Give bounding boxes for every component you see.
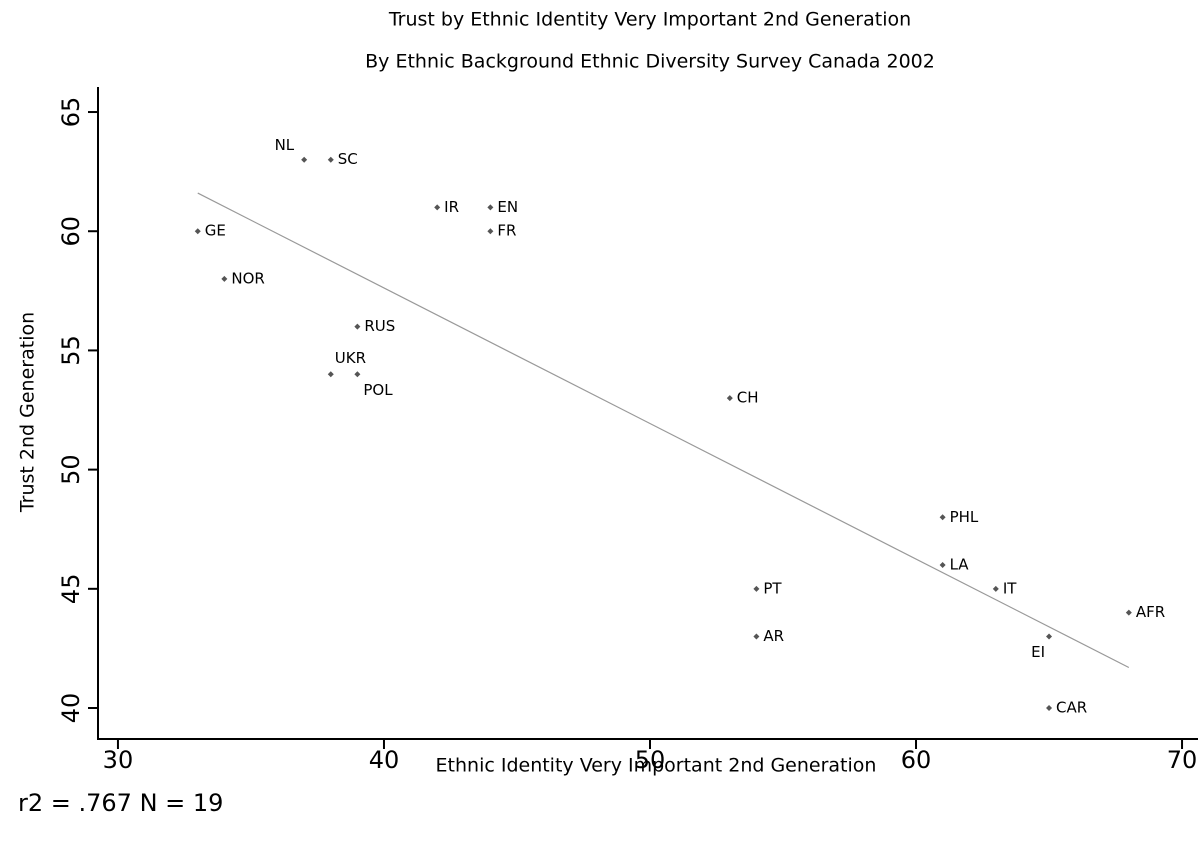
x-tick-label: 70 [1167,746,1198,774]
point [1046,705,1053,712]
point [327,156,334,163]
point-label: IR [444,198,459,216]
point-label: NOR [231,269,264,287]
point [354,323,361,330]
point-label: CAR [1056,699,1087,717]
point-label: SC [338,150,358,168]
point-label: FR [497,222,516,240]
point-label: EN [497,198,518,216]
x-tick-label: 50 [635,746,666,774]
y-tick-label: 60 [57,216,85,247]
point-label: PHL [950,508,979,526]
point-label: GE [205,222,226,240]
y-tick-label: 45 [57,574,85,605]
y-tick-label: 55 [57,335,85,366]
point [726,395,733,402]
point-label: LA [950,555,970,573]
point-label: RUS [364,317,395,335]
point-label: EI [1031,643,1045,661]
point [1046,633,1053,640]
point-label: AR [763,627,784,645]
point-label: PT [763,579,782,597]
point [301,156,308,163]
point [354,371,361,378]
point-label: UKR [335,349,366,367]
point-label: NL [275,136,295,154]
chart-title: Trust by Ethnic Identity Very Important … [388,9,911,31]
x-tick-label: 60 [901,746,932,774]
point [992,585,999,592]
point-label: CH [737,389,759,407]
point [487,228,494,235]
x-tick-label: 30 [103,746,134,774]
point [327,371,334,378]
x-axis-label: Ethnic Identity Very Important 2nd Gener… [436,755,877,777]
chart-subtitle: By Ethnic Background Ethnic Diversity Su… [365,51,935,73]
point [221,275,228,282]
fit-line [197,192,1130,669]
y-tick-label: 65 [57,97,85,128]
point [487,204,494,211]
point [753,585,760,592]
point-label: AFR [1136,603,1165,621]
point [1125,609,1132,616]
point-label: IT [1003,579,1017,597]
x-tick-label: 40 [369,746,400,774]
point [753,633,760,640]
point [194,228,201,235]
y-tick-label: 40 [57,693,85,724]
y-tick-label: 50 [57,454,85,485]
point [939,561,946,568]
point [939,514,946,521]
y-axis-label: Trust 2nd Generation [17,312,39,513]
point [434,204,441,211]
point-label: POL [363,381,393,399]
annotation: r2 = .767 N = 19 [18,789,223,817]
